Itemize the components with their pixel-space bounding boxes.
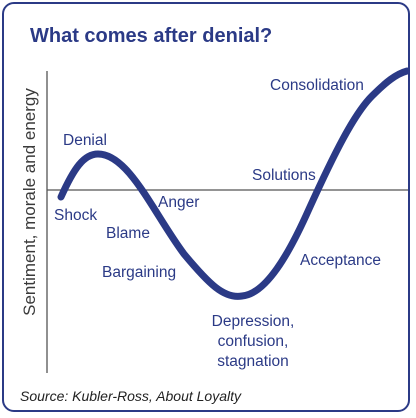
stage-bargaining: Bargaining [102,264,176,282]
stage-depression: Depression, confusion, stagnation [202,312,304,372]
source-note: Source: Kubler-Ross, About Loyalty [20,388,241,404]
stage-blame: Blame [106,225,150,243]
stage-depression-line-1: Depression, [202,312,304,332]
diagram-card: What comes after denial? Sentiment, mora… [2,2,410,412]
stage-consolidation: Consolidation [270,77,364,95]
stage-solutions: Solutions [252,167,316,185]
stage-anger: Anger [158,194,199,212]
stage-depression-line-2: confusion, [202,332,304,352]
stage-shock: Shock [54,207,97,225]
y-axis-label: Sentiment, morale and energy [20,88,40,316]
stage-acceptance: Acceptance [300,252,381,270]
stage-depression-line-3: stagnation [202,352,304,372]
stage-denial: Denial [63,132,107,150]
